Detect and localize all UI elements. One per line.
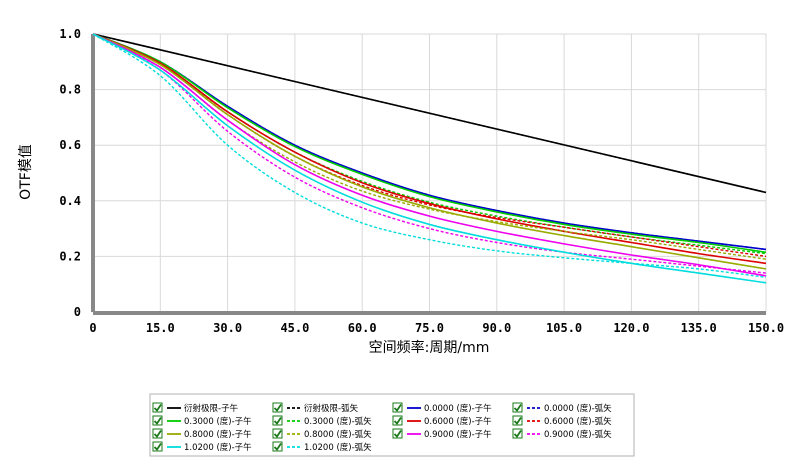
checkbox[interactable] — [152, 415, 163, 426]
legend-item[interactable]: 0.0000 (度)-弧矢 — [512, 402, 612, 414]
y-axis-bar — [91, 34, 95, 312]
legend-label: 衍射极限-子午 — [184, 403, 239, 414]
checkbox[interactable] — [512, 415, 523, 426]
legend-item[interactable]: 0.8000 (度)-子午 — [152, 428, 252, 440]
grid — [93, 34, 766, 312]
series-lines — [92, 33, 767, 284]
x-tick-label: 90.0 — [482, 321, 511, 335]
checkbox[interactable] — [392, 402, 403, 413]
x-tick-label: 120.0 — [613, 321, 649, 335]
check-icon — [153, 404, 162, 412]
x-tick-label: 30.0 — [213, 321, 242, 335]
x-tick-label: 60.0 — [348, 321, 377, 335]
legend-label: 0.3000 (度)-子午 — [184, 416, 252, 427]
check-icon — [393, 430, 402, 438]
legend-label: 0.0000 (度)-子午 — [424, 403, 492, 414]
check-icon — [153, 430, 162, 438]
series-line-5 — [92, 33, 767, 254]
y-tick-label: 0.4 — [59, 194, 81, 208]
legend-label: 0.0000 (度)-弧矢 — [544, 403, 612, 414]
series-line-11 — [92, 33, 767, 277]
series-line-12 — [92, 33, 767, 274]
y-tick-label: 0 — [74, 305, 81, 319]
check-icon — [513, 430, 522, 438]
legend-label: 0.6000 (度)-弧矢 — [544, 416, 612, 427]
legend-label: 衍射极限-弧矢 — [304, 403, 359, 414]
y-axis-title: OTF模值 — [18, 144, 34, 200]
legend-item[interactable]: 1.0200 (度)-子午 — [152, 441, 252, 453]
checkbox[interactable] — [512, 402, 523, 413]
y-tick-labels: 0 0.2 0.4 0.6 0.8 1.0 — [59, 27, 81, 319]
checkbox[interactable] — [152, 428, 163, 439]
check-icon — [393, 404, 402, 412]
x-tick-label: 105.0 — [546, 321, 582, 335]
check-icon — [153, 417, 162, 425]
x-tick-label: 45.0 — [280, 321, 309, 335]
x-tick-label: 135.0 — [681, 321, 717, 335]
checkbox[interactable] — [272, 441, 283, 452]
series-line-8 — [92, 33, 767, 258]
checkbox[interactable] — [272, 428, 283, 439]
checkbox[interactable] — [272, 402, 283, 413]
legend-item[interactable]: 0.8000 (度)-弧矢 — [272, 428, 372, 440]
x-tick-labels: 0 15.0 30.0 45.0 60.0 75.0 90.0 105.0 120.0 135.0… — [89, 321, 784, 335]
checkbox[interactable] — [392, 428, 403, 439]
checkbox[interactable] — [512, 428, 523, 439]
y-tick-label: 1.0 — [59, 27, 81, 41]
series-line-9 — [92, 33, 767, 270]
y-tick-label: 0.2 — [59, 249, 81, 263]
legend-label: 0.9000 (度)-子午 — [424, 429, 492, 440]
series-line-4 — [92, 33, 767, 251]
legend-label: 1.0200 (度)-子午 — [184, 442, 252, 453]
legend-item[interactable]: 1.0200 (度)-弧矢 — [272, 441, 372, 453]
check-icon — [273, 417, 282, 425]
checkbox[interactable] — [152, 441, 163, 452]
legend-label: 0.9000 (度)-弧矢 — [544, 429, 612, 440]
x-tick-label: 150.0 — [748, 321, 784, 335]
legend-item[interactable]: 0.6000 (度)-子午 — [392, 415, 492, 427]
check-icon — [513, 404, 522, 412]
legend-item[interactable]: 0.9000 (度)-弧矢 — [512, 428, 612, 440]
checkbox[interactable] — [272, 415, 283, 426]
x-tick-label: 15.0 — [146, 321, 175, 335]
check-icon — [513, 417, 522, 425]
x-tick-label: 0 — [89, 321, 96, 335]
legend-item[interactable]: 0.3000 (度)-弧矢 — [272, 415, 372, 427]
legend-item[interactable]: 衍射极限-子午 — [152, 402, 239, 414]
series-line-13 — [92, 33, 767, 284]
legend-label: 0.8000 (度)-弧矢 — [304, 429, 372, 440]
y-tick-label: 0.6 — [59, 138, 81, 152]
checkbox[interactable] — [392, 415, 403, 426]
axes — [91, 33, 767, 315]
check-icon — [273, 430, 282, 438]
legend-item[interactable]: 0.9000 (度)-子午 — [392, 428, 492, 440]
legend-item[interactable]: 0.3000 (度)-子午 — [152, 415, 252, 427]
series-line-7 — [92, 33, 767, 265]
check-icon — [273, 443, 282, 451]
legend: 衍射极限-子午 衍射极限-弧矢 0.0000 (度)-子午 0.0000 (度)-弧矢… — [149, 393, 635, 457]
legend-label: 0.8000 (度)-子午 — [184, 429, 252, 440]
x-axis-bar — [93, 311, 766, 315]
x-tick-label: 75.0 — [415, 321, 444, 335]
y-tick-label: 0.8 — [59, 83, 81, 97]
legend-label: 0.6000 (度)-子午 — [424, 416, 492, 427]
checkbox[interactable] — [152, 402, 163, 413]
series-line-2 — [92, 33, 767, 194]
legend-item[interactable]: 0.6000 (度)-弧矢 — [512, 415, 612, 427]
legend-label: 0.3000 (度)-弧矢 — [304, 416, 372, 427]
legend-item[interactable]: 0.0000 (度)-子午 — [392, 402, 492, 414]
legend-label: 1.0200 (度)-弧矢 — [304, 442, 372, 453]
legend-item[interactable]: 衍射极限-弧矢 — [272, 402, 359, 414]
x-axis-title: 空间频率:周期/mm — [369, 339, 490, 356]
legend-box — [149, 393, 635, 457]
check-icon — [153, 443, 162, 451]
series-line-14 — [92, 33, 767, 278]
check-icon — [393, 417, 402, 425]
check-icon — [273, 404, 282, 412]
